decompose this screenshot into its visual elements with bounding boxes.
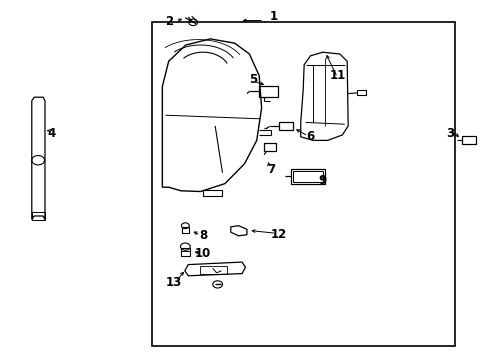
Text: 6: 6: [306, 130, 314, 143]
Bar: [182, 227, 188, 233]
Text: 12: 12: [270, 228, 286, 240]
Text: 1: 1: [269, 10, 277, 23]
Text: 7: 7: [267, 163, 275, 176]
Bar: [290, 169, 325, 184]
Text: 3: 3: [445, 127, 453, 140]
Bar: [356, 90, 365, 95]
Bar: [151, 22, 454, 346]
Bar: [461, 136, 475, 144]
Text: 10: 10: [194, 247, 211, 260]
Bar: [200, 266, 227, 274]
Bar: [264, 143, 276, 151]
Bar: [32, 212, 45, 220]
Text: 11: 11: [328, 69, 345, 82]
Bar: [278, 122, 293, 130]
Bar: [259, 86, 277, 97]
Bar: [293, 171, 322, 182]
Text: 8: 8: [199, 229, 206, 242]
Bar: [181, 248, 189, 256]
Bar: [203, 190, 222, 196]
Text: 9: 9: [318, 174, 326, 186]
Text: 5: 5: [249, 73, 257, 86]
Text: 13: 13: [165, 276, 182, 289]
Text: 2: 2: [164, 15, 172, 28]
Text: 4: 4: [47, 127, 55, 140]
